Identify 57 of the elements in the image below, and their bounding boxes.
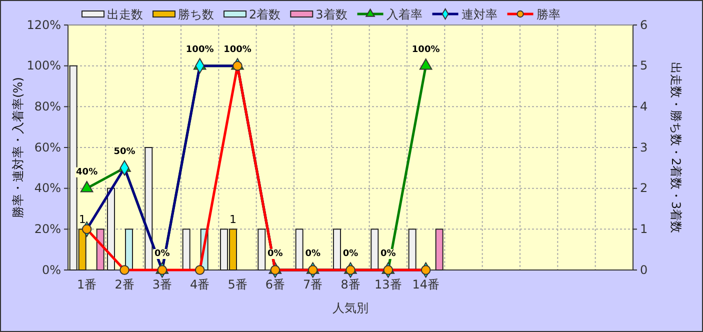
legend-label: 入着率 [386,8,422,22]
x-tick-label: 5番 [228,278,248,292]
bar [258,228,266,270]
x-tick-label: 3番 [152,278,172,292]
x-tick-label: 14番 [412,278,440,292]
y-tick-label: 100% [26,58,61,73]
bar [435,228,444,270]
y-tick-label: 120% [26,18,61,32]
y2-tick-label: 5 [640,58,648,73]
x-tick-label: 8番 [340,278,360,292]
y2-axis-title: 出走数・勝ち数・2着数・3着数 [669,62,683,234]
bar [333,228,341,270]
data-label: 1 [78,213,86,226]
bar [370,228,379,270]
bar [295,228,304,270]
data-label: 0% [268,249,283,259]
data-label: 0% [342,249,358,259]
legend-label: 3着数 [316,8,348,22]
bar [96,228,104,270]
data-label: 100% [224,44,252,55]
x-tick-label: 4番 [190,278,210,292]
bar [125,228,133,270]
legend-label: 2着数 [249,8,281,22]
y2-tick-label: 2 [640,181,648,196]
x-tick-label: 6番 [265,278,285,292]
x-tick-label: 13番 [374,278,402,292]
data-label: 0% [380,249,396,259]
y2-tick-label: 6 [640,18,648,32]
y-tick-label: 40% [34,181,61,196]
bar [408,228,416,270]
y-tick-label: 60% [34,140,61,154]
x-tick-label: 2番 [114,278,134,292]
y-tick-label: 0% [42,262,61,277]
bar [144,147,153,270]
data-label: 50% [114,146,136,157]
y2-tick-label: 3 [640,140,648,154]
bar [107,188,115,270]
legend-label: 勝ち数 [178,8,214,22]
data-label: 100% [412,44,440,55]
data-label: 40% [76,167,98,178]
y-axis-title: 勝率・連対率・入着率(%) [11,77,25,218]
x-tick-label: 1番 [77,278,97,292]
y2-tick-label: 4 [640,100,648,114]
data-label: 1 [230,213,236,226]
data-label: 0% [305,249,320,259]
legend-label: 出走数 [107,8,143,22]
y2-tick-label: 0 [640,262,648,277]
x-axis-title: 人気別 [332,301,368,315]
legend-label: 連対率 [461,8,498,22]
y-tick-label: 80% [34,100,61,114]
data-label: 0% [154,249,170,259]
legend-label: 勝率 [536,8,560,22]
data-label: 100% [186,44,214,55]
y-tick-label: 20% [34,222,61,236]
x-tick-label: 7番 [303,278,323,292]
bar [182,228,190,270]
y2-tick-label: 1 [640,222,648,236]
